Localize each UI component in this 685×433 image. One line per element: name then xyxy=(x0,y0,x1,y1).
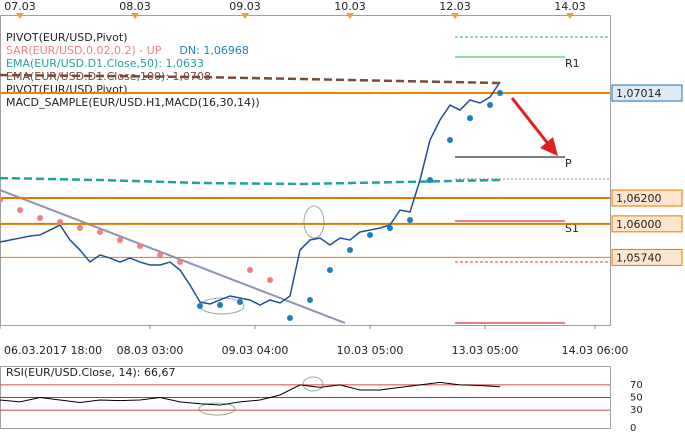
y-tick-label: 1,06200 xyxy=(616,192,662,205)
highlight-ellipse xyxy=(303,205,325,239)
level-box xyxy=(611,215,683,233)
sar-dot xyxy=(407,216,413,223)
sar-dot xyxy=(0,196,3,203)
sar-dot xyxy=(287,315,293,322)
sar-dot xyxy=(327,267,333,274)
rsi-tick-label: 70 xyxy=(630,380,643,391)
x-tick-label: 09.03 04:00 xyxy=(222,344,289,357)
sar-dot xyxy=(57,219,63,226)
sar-dot xyxy=(157,251,163,258)
top-x-tick xyxy=(566,13,574,19)
rsi-tick-label: 50 xyxy=(630,393,643,404)
x-tick-label: 06.03.2017 18:00 xyxy=(4,344,102,357)
sar-dot xyxy=(217,302,223,309)
top-x-tick-label: 14.03 xyxy=(554,0,586,13)
rsi-title: RSI(EUR/USD.Close, 14): 66,67 xyxy=(6,366,175,379)
top-x-tick xyxy=(451,13,459,19)
sar-dot xyxy=(137,243,143,250)
sar-dot xyxy=(347,247,353,254)
level-p: P xyxy=(565,157,572,170)
sar-dot xyxy=(447,137,453,144)
sar-dot xyxy=(17,207,23,214)
sar-dot xyxy=(467,115,473,122)
sar-dot xyxy=(387,224,393,231)
top-x-tick xyxy=(241,13,249,19)
top-x-tick-label: 09.03 xyxy=(229,0,261,13)
top-x-tick xyxy=(131,13,139,19)
x-tick-label: 10.03 05:00 xyxy=(337,344,404,357)
level-s1: S1 xyxy=(565,222,579,235)
rsi-tick-label: 30 xyxy=(630,405,643,416)
legend-macd: MACD_SAMPLE(EUR/USD.H1,MACD(16,30,14)) xyxy=(6,96,260,109)
level-box xyxy=(611,248,683,266)
sar-dot xyxy=(267,276,273,283)
rsi-tick-label: 0 xyxy=(630,423,636,433)
trend-line xyxy=(0,189,346,324)
top-x-tick-label: 07.03 xyxy=(4,0,36,13)
forecast-arrow xyxy=(510,97,558,156)
sar-dot xyxy=(37,215,43,222)
y-tick-label: 1,07014 xyxy=(616,87,662,100)
top-x-tick xyxy=(16,13,24,19)
y-tick-label: 1,05740 xyxy=(616,251,662,264)
legend-pivot2: PIVOT(EUR/USD,Pivot) xyxy=(6,83,128,96)
legend-pivot: PIVOT(EUR/USD,Pivot) xyxy=(6,31,128,44)
level-r1: R1 xyxy=(565,57,580,70)
highlight-ellipse xyxy=(302,376,324,392)
sar-dot xyxy=(117,236,123,243)
series-line xyxy=(0,381,501,406)
legend-ema50: EMA(EUR/USD.D1.Close,50): 1,0633 xyxy=(6,57,204,70)
sar-dot xyxy=(497,90,503,97)
x-tick-label: 14.03 06:00 xyxy=(562,344,629,357)
sar-dot xyxy=(487,102,493,109)
highlight-ellipse xyxy=(198,402,236,416)
level-box xyxy=(611,189,683,207)
sar-dot xyxy=(307,296,313,303)
sar-dot xyxy=(177,259,183,266)
top-x-tick-label: 10.03 xyxy=(334,0,366,13)
top-x-tick-label: 12.03 xyxy=(439,0,471,13)
sar-dot xyxy=(237,299,243,306)
sar-dot xyxy=(367,231,373,238)
x-tick-label: 13.03 05:00 xyxy=(452,344,519,357)
sar-dot xyxy=(97,228,103,235)
level-box xyxy=(611,84,683,102)
plot-frame xyxy=(0,15,611,326)
top-x-tick-label: 08.03 xyxy=(119,0,151,13)
legend-sar: SAR(EUR/USD,0.02,0.2) - UP xyxy=(6,44,162,57)
sar-dot xyxy=(77,224,83,231)
sar-dot xyxy=(197,303,203,310)
sar-dot xyxy=(427,176,433,183)
sar-dot xyxy=(247,267,253,274)
legend-sar-dn: DN: 1,06968 xyxy=(179,44,248,57)
series-line xyxy=(0,81,501,306)
top-x-tick xyxy=(346,13,354,19)
y-tick-label: 1,06000 xyxy=(616,218,662,231)
x-tick-label: 08.03 03:00 xyxy=(117,344,184,357)
